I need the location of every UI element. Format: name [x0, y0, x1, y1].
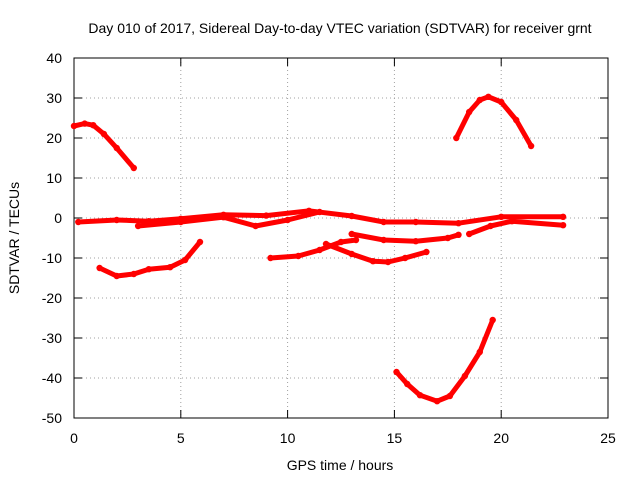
data-point	[348, 230, 355, 238]
data-point	[498, 213, 505, 220]
data-point	[466, 108, 473, 116]
data-point	[393, 368, 400, 376]
data-point	[113, 144, 120, 152]
data-point	[166, 264, 174, 271]
data-point	[75, 218, 82, 226]
data-series	[70, 93, 567, 405]
series-line-arc-1	[71, 121, 137, 171]
data-point	[380, 218, 387, 226]
data-point	[352, 236, 360, 244]
data-point	[433, 398, 441, 405]
data-point	[461, 372, 469, 380]
grid-lines	[74, 58, 608, 418]
data-point	[145, 266, 152, 273]
data-point	[476, 96, 483, 104]
x-tick-label: 0	[70, 430, 78, 446]
data-point	[498, 98, 505, 106]
y-tick-label: -30	[42, 330, 62, 346]
data-point	[196, 238, 204, 246]
data-point	[487, 222, 494, 230]
y-tick-label: 10	[46, 170, 62, 186]
y-tick-label: 30	[46, 90, 62, 106]
data-point	[412, 218, 419, 226]
x-tick-label: 25	[600, 430, 616, 446]
plot-frame	[73, 57, 609, 419]
data-point	[348, 212, 355, 220]
series-line-arc-7	[349, 231, 461, 244]
data-point	[559, 213, 567, 220]
data-point	[412, 238, 419, 245]
data-point	[384, 258, 392, 266]
y-tick-label: -20	[42, 290, 62, 306]
series-line-arc-4	[135, 209, 323, 229]
series-line-arc-6	[323, 241, 429, 265]
chart-title: Day 010 of 2017, Sidereal Day-to-day VTE…	[88, 20, 591, 36]
data-point	[380, 236, 387, 244]
data-point	[476, 348, 483, 356]
y-tick-label: -10	[42, 250, 62, 266]
data-point	[455, 231, 462, 238]
data-point	[284, 216, 291, 224]
data-point	[337, 238, 345, 246]
data-point	[559, 222, 567, 229]
data-point	[453, 134, 460, 142]
data-point	[130, 270, 137, 278]
series-line-arc-10	[394, 317, 496, 404]
data-point	[423, 248, 430, 256]
data-point	[508, 218, 516, 225]
data-point	[446, 392, 454, 400]
data-point	[513, 116, 520, 124]
y-tick-label: 0	[54, 210, 62, 226]
x-tick-label: 10	[280, 430, 296, 446]
data-point	[220, 214, 227, 221]
data-point	[100, 130, 108, 138]
data-point	[455, 220, 462, 227]
data-point	[316, 208, 323, 216]
y-tick-label: -40	[42, 370, 62, 386]
data-point	[177, 218, 184, 226]
y-tick-label: -50	[42, 410, 62, 426]
data-point	[113, 216, 120, 224]
data-point	[369, 258, 377, 265]
axis-ticks: 0 5 10 15 20 25 -50 -40 -30 -20 -10 0 10 20 30 40	[42, 50, 616, 446]
x-axis-label: GPS time / hours	[287, 457, 394, 473]
data-point	[90, 122, 97, 129]
data-point	[252, 222, 259, 230]
data-point	[348, 250, 355, 258]
data-point	[322, 240, 330, 248]
y-axis-label: SDTVAR / TECUs	[6, 182, 22, 294]
data-point	[295, 252, 302, 260]
data-point	[70, 122, 78, 130]
data-point	[113, 272, 120, 280]
data-point	[134, 222, 142, 230]
x-tick-label: 20	[493, 430, 509, 446]
data-point	[267, 254, 274, 262]
series-line-arc-9	[453, 94, 534, 149]
data-point	[466, 230, 473, 238]
data-point	[527, 142, 535, 150]
data-point	[81, 120, 88, 127]
data-point	[316, 246, 323, 254]
data-point	[401, 254, 409, 262]
data-point	[130, 164, 137, 172]
y-tick-label: 40	[46, 50, 62, 66]
x-tick-label: 5	[177, 430, 185, 446]
data-point	[485, 93, 492, 101]
data-point	[181, 256, 189, 264]
data-point	[263, 212, 270, 219]
data-point	[404, 380, 411, 388]
data-point	[489, 316, 496, 324]
y-tick-label: 20	[46, 130, 62, 146]
x-tick-label: 15	[387, 430, 403, 446]
data-point	[416, 392, 424, 399]
series-line-arc-8	[466, 218, 566, 237]
data-point	[444, 234, 451, 242]
data-point	[96, 264, 103, 272]
